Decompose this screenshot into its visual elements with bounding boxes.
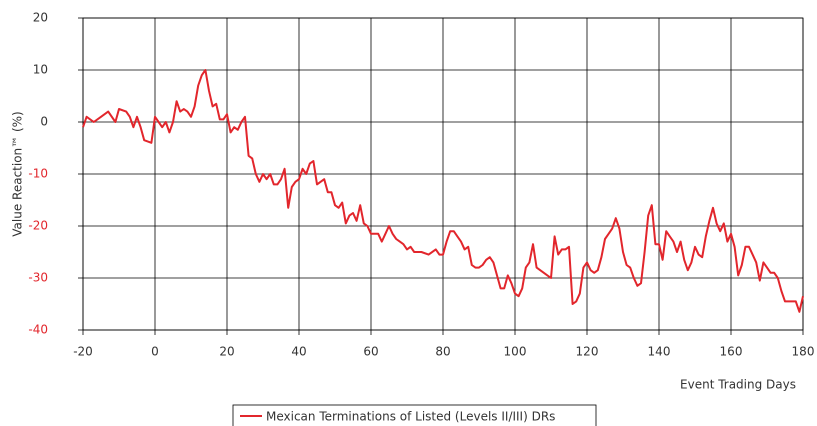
y-tick-label: -20 <box>28 219 48 233</box>
y-tick-label: -40 <box>28 323 48 337</box>
x-tick-label: 0 <box>151 345 159 359</box>
x-axis-label: Event Trading Days <box>680 378 796 392</box>
y-tick-label: 0 <box>40 115 48 129</box>
x-tick-label: 20 <box>219 345 234 359</box>
x-tick-label: 180 <box>792 345 815 359</box>
x-tick-label: 140 <box>648 345 671 359</box>
y-tick-label: 20 <box>33 11 48 25</box>
legend-box <box>232 404 597 426</box>
x-tick-label: 80 <box>435 345 450 359</box>
y-axis-label: Value Reaction™ (%) <box>11 111 25 236</box>
x-tick-label: -20 <box>73 345 93 359</box>
data-line <box>82 69 804 313</box>
y-tick-label: -30 <box>28 271 48 285</box>
y-tick-label: -10 <box>28 167 48 181</box>
x-tick-label: 120 <box>576 345 599 359</box>
legend-label: Mexican Terminations of Listed (Levels I… <box>266 410 555 424</box>
y-tick-label: 10 <box>33 63 48 77</box>
x-tick-label: 40 <box>291 345 306 359</box>
x-tick-label: 100 <box>504 345 527 359</box>
x-tick-label: 160 <box>720 345 743 359</box>
x-tick-label: 60 <box>363 345 378 359</box>
